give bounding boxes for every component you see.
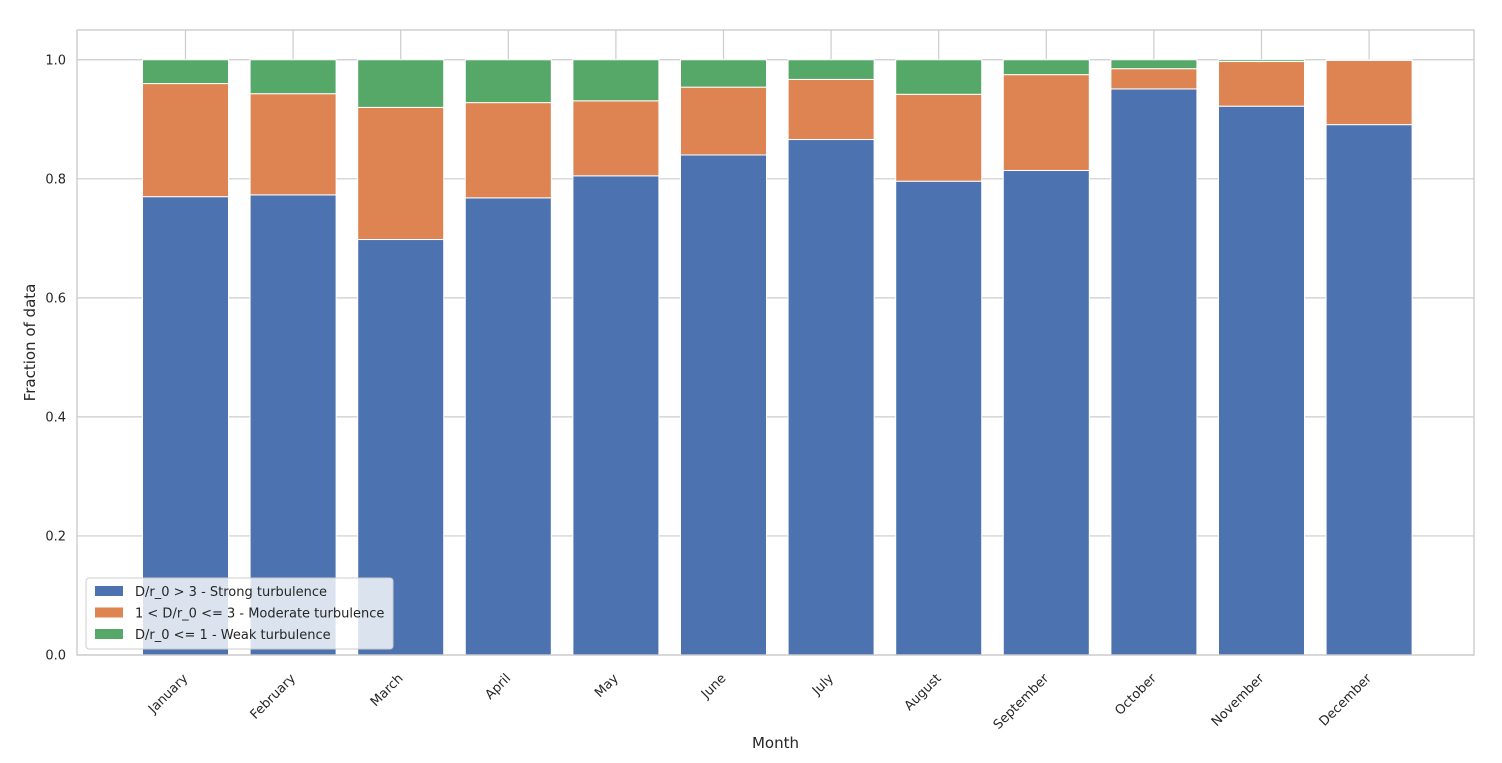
legend-label-weak: D/r_0 <= 1 - Weak turbulence: [135, 628, 331, 643]
x-tick-label: March: [368, 671, 407, 710]
bar-segment-moderate: [1110, 68, 1198, 90]
x-tick-labels: January February March April May June July Augu…: [145, 671, 1375, 733]
bar-segment-strong: [572, 175, 660, 656]
bar-segment-weak: [249, 59, 337, 95]
bar-segment-moderate: [1218, 61, 1305, 107]
bar-segment-weak: [1002, 59, 1090, 76]
legend-label-strong: D/r_0 > 3 - Strong turbulence: [135, 585, 327, 600]
bar-segment-strong: [787, 139, 875, 656]
legend-swatch-strong: [95, 586, 123, 596]
bar-segment-weak: [680, 59, 767, 88]
bars-layer: [142, 59, 1413, 656]
y-tick-label: 0.4: [45, 410, 66, 425]
bar-segment-weak: [142, 59, 229, 85]
y-tick-label: 0.8: [45, 172, 66, 187]
bar-segment-moderate: [1002, 74, 1090, 171]
x-tick-label: November: [1209, 671, 1268, 730]
bar-segment-moderate: [1325, 59, 1413, 126]
axes-frame: [76, 29, 1475, 656]
bar-segment-weak: [895, 59, 983, 95]
bar-segment-strong: [464, 197, 552, 656]
y-tick-labels: 0.0 0.2 0.4 0.6 0.8 1.0: [45, 53, 66, 663]
legend-box: [85, 577, 394, 650]
bar-segment-moderate: [249, 93, 337, 196]
x-tick-label: June: [698, 671, 729, 702]
bar-segment-moderate: [680, 86, 767, 156]
x-tick-label: May: [592, 671, 622, 701]
x-tick-label: July: [809, 671, 837, 699]
bar-segment-strong: [895, 180, 983, 656]
x-tick-label: August: [902, 671, 945, 714]
y-tick-label: 0.6: [45, 291, 66, 306]
y-tick-label: 0.0: [45, 649, 66, 664]
bar-segment-weak: [357, 59, 445, 108]
bar-segment-strong: [680, 154, 767, 656]
bar-segment-weak: [1218, 59, 1305, 63]
x-tick-label: October: [1112, 671, 1160, 719]
bar-segment-strong: [1218, 105, 1305, 656]
legend: D/r_0 > 3 - Strong turbulence 1 < D/r_0 …: [85, 577, 394, 650]
bar-segment-moderate: [464, 102, 552, 199]
bar-segment-moderate: [572, 100, 660, 177]
x-tick-label: September: [991, 671, 1053, 733]
x-tick-label: April: [483, 671, 515, 703]
bar-segment-strong: [1110, 88, 1198, 656]
bar-segment-strong: [1002, 169, 1090, 656]
bar-segment-weak: [464, 59, 552, 104]
x-tick-label: January: [145, 671, 191, 717]
bar-segment-moderate: [142, 83, 229, 198]
bar-segment-weak: [572, 59, 660, 102]
bar-segment-moderate: [787, 78, 875, 141]
bar-segment-weak: [1110, 59, 1198, 70]
bar-segment-moderate: [357, 106, 445, 241]
bar-segment-weak: [1325, 59, 1413, 61]
y-axis-title: Fraction of data: [21, 284, 39, 402]
legend-label-moderate: 1 < D/r_0 <= 3 - Moderate turbulence: [135, 607, 384, 622]
bar-segment-strong: [1325, 124, 1413, 656]
y-tick-label: 1.0: [45, 53, 66, 68]
legend-swatch-moderate: [95, 607, 123, 618]
y-tick-label: 0.2: [45, 529, 66, 544]
bar-segment-moderate: [895, 93, 983, 182]
x-tick-label: December: [1317, 671, 1376, 730]
legend-swatch-weak: [95, 629, 123, 639]
x-axis-title: Month: [752, 734, 799, 752]
bar-segment-weak: [787, 59, 875, 80]
x-tick-label: February: [248, 671, 300, 723]
